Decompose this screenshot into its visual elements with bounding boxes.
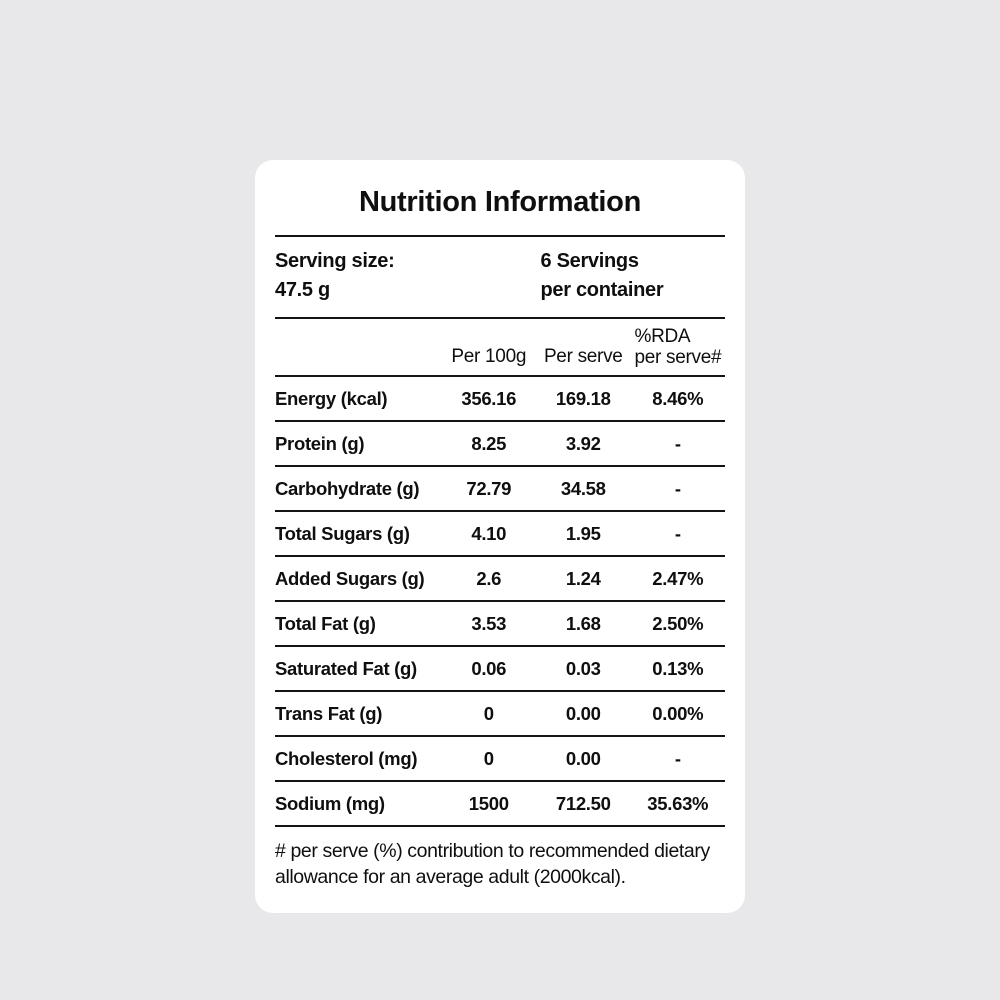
page-title: Nutrition Information bbox=[275, 186, 725, 237]
nutrient-label: Total Sugars (g) bbox=[275, 523, 410, 545]
servings-per-container-text: per container bbox=[540, 279, 664, 301]
per-serve-value: 0.00 bbox=[565, 703, 601, 725]
nutrient-label: Carbohydrate (g) bbox=[275, 478, 420, 500]
nutrient-label: Total Fat (g) bbox=[275, 613, 376, 635]
table-row-saturated-fat: Saturated Fat (g) 0.06 0.03 0.13% bbox=[275, 647, 725, 693]
per-serve-value: 1.68 bbox=[565, 613, 601, 635]
per-serve-value: 1.95 bbox=[565, 523, 601, 545]
rda-value: 35.63% bbox=[647, 793, 709, 815]
nutrient-label: Trans Fat (g) bbox=[275, 703, 383, 725]
nutrient-label: Energy (kcal) bbox=[275, 388, 388, 410]
rda-value: - bbox=[674, 478, 681, 500]
rda-footnote: # per serve (%) contribution to recommen… bbox=[275, 840, 710, 888]
rda-value: - bbox=[674, 748, 681, 770]
serving-size-value: 47.5 g bbox=[275, 279, 330, 301]
rda-value: - bbox=[674, 523, 681, 545]
per-serve-value: 169.18 bbox=[555, 388, 611, 410]
serving-section: Serving size: 47.5 g 6 Servings per cont… bbox=[275, 237, 725, 319]
column-header-rda-line1: %RDA bbox=[634, 326, 691, 347]
per-serve-value: 3.92 bbox=[565, 433, 601, 455]
nutrient-label: Added Sugars (g) bbox=[275, 568, 425, 590]
table-row-cholesterol: Cholesterol (mg) 0 0.00 - bbox=[275, 737, 725, 783]
table-row-sodium: Sodium (mg) 1500 712.50 35.63% bbox=[275, 782, 725, 828]
rda-value: 8.46% bbox=[652, 388, 704, 410]
column-header-per-100g: Per 100g bbox=[451, 346, 527, 368]
nutrient-label: Cholesterol (mg) bbox=[275, 748, 418, 770]
nutrition-label-card: Nutrition Information Serving size: 47.5… bbox=[255, 160, 745, 913]
table-row-energy: Energy (kcal) 356.16 169.18 8.46% bbox=[275, 377, 725, 423]
per-100g-value: 356.16 bbox=[461, 388, 517, 410]
serving-size-block: Serving size: 47.5 g bbox=[275, 247, 541, 305]
table-row-protein: Protein (g) 8.25 3.92 - bbox=[275, 422, 725, 468]
rda-value: 0.13% bbox=[652, 658, 704, 680]
serving-size-label: Serving size: bbox=[275, 250, 395, 272]
rda-value: 2.47% bbox=[652, 568, 704, 590]
per-100g-value: 0 bbox=[483, 748, 494, 770]
column-header-per-serve: Per serve bbox=[543, 346, 623, 368]
per-100g-value: 4.10 bbox=[471, 523, 507, 545]
table-header-row: Per 100g Per serve %RDA per serve# bbox=[275, 319, 726, 378]
per-serve-value: 34.58 bbox=[560, 478, 606, 500]
per-serve-value: 712.50 bbox=[555, 793, 611, 815]
per-100g-value: 72.79 bbox=[466, 478, 512, 500]
rda-value: - bbox=[674, 433, 681, 455]
per-100g-value: 1500 bbox=[468, 793, 509, 815]
column-header-rda-line2: per serve# bbox=[634, 346, 722, 368]
table-row-total-fat: Total Fat (g) 3.53 1.68 2.50% bbox=[275, 602, 725, 648]
servings-per-container-block: 6 Servings per container bbox=[541, 247, 726, 305]
column-header-rda: %RDA per serve# bbox=[631, 326, 726, 368]
table-row-carbohydrate: Carbohydrate (g) 72.79 34.58 - bbox=[275, 467, 725, 513]
nutrient-label: Saturated Fat (g) bbox=[275, 658, 417, 680]
nutrient-label: Sodium (mg) bbox=[275, 793, 385, 815]
rda-value: 2.50% bbox=[652, 613, 704, 635]
rda-value: 0.00% bbox=[652, 703, 704, 725]
per-serve-value: 0.03 bbox=[565, 658, 601, 680]
table-row-added-sugars: Added Sugars (g) 2.6 1.24 2.47% bbox=[275, 557, 725, 603]
per-100g-value: 0.06 bbox=[471, 658, 507, 680]
per-100g-value: 3.53 bbox=[471, 613, 507, 635]
nutrient-label: Protein (g) bbox=[275, 433, 365, 455]
per-100g-value: 2.6 bbox=[476, 568, 502, 590]
per-serve-value: 0.00 bbox=[565, 748, 601, 770]
table-row-trans-fat: Trans Fat (g) 0 0.00 0.00% bbox=[275, 692, 725, 738]
table-row-total-sugars: Total Sugars (g) 4.10 1.95 - bbox=[275, 512, 725, 558]
servings-count: 6 Servings bbox=[540, 250, 639, 272]
per-100g-value: 8.25 bbox=[471, 433, 507, 455]
per-serve-value: 1.24 bbox=[565, 568, 601, 590]
per-100g-value: 0 bbox=[483, 703, 494, 725]
